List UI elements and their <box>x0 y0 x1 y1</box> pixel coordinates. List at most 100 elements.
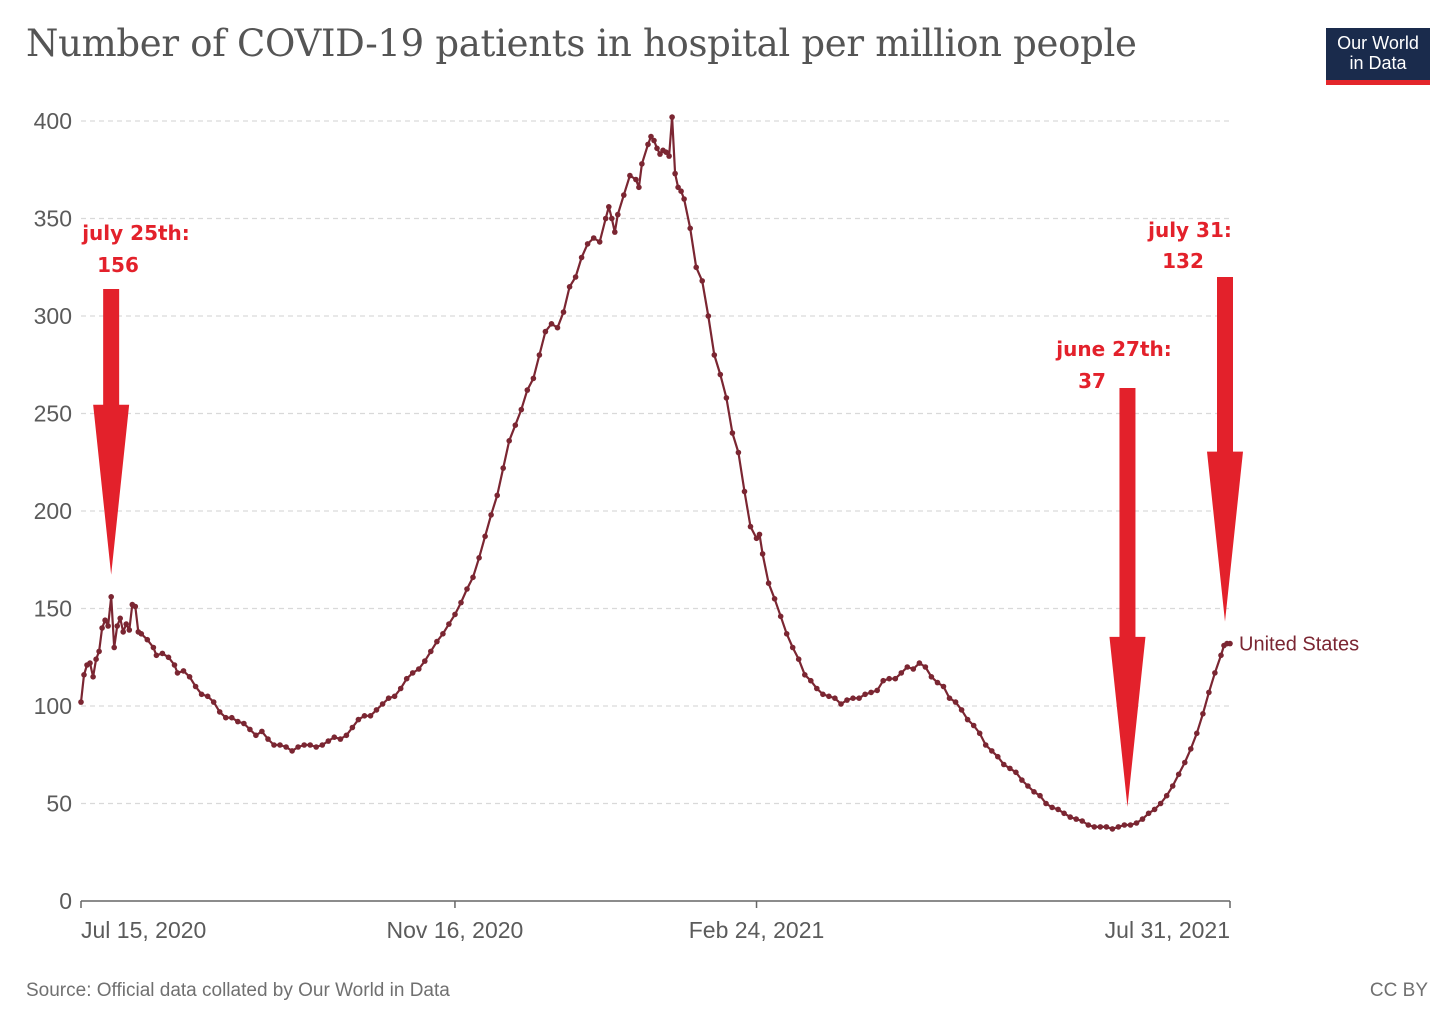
data-point <box>1085 822 1092 828</box>
data-point <box>126 627 133 633</box>
data-point <box>81 672 87 678</box>
y-axis-tick-labels: 0 50 100 150 200 250 300 350 400 <box>34 108 72 914</box>
data-point <box>434 638 440 645</box>
data-point <box>1103 824 1110 830</box>
data-point <box>391 693 398 700</box>
data-point <box>856 695 862 701</box>
data-point <box>699 278 705 284</box>
data-point <box>464 586 470 592</box>
data-point <box>802 672 808 678</box>
y-tick-label-300: 300 <box>34 303 72 329</box>
data-point <box>747 523 754 530</box>
data-point <box>105 623 111 629</box>
data-point <box>1151 806 1158 813</box>
data-point <box>621 192 627 198</box>
data-point <box>1133 820 1140 826</box>
data-point <box>566 284 573 290</box>
data-point <box>210 699 217 705</box>
data-point <box>1019 777 1025 783</box>
data-point <box>78 699 84 705</box>
data-point <box>572 274 579 280</box>
data-point <box>862 691 868 698</box>
data-point <box>735 449 742 456</box>
data-point <box>777 613 784 620</box>
data-point <box>204 693 211 700</box>
data-point <box>506 438 512 444</box>
data-point <box>590 235 597 241</box>
data-point <box>186 674 193 680</box>
data-point <box>1097 824 1104 830</box>
x-tick-label-2: Feb 24, 2021 <box>689 917 825 943</box>
data-point <box>880 677 886 684</box>
data-point <box>578 254 585 261</box>
data-point <box>159 650 166 657</box>
data-point <box>1188 746 1194 752</box>
data-point <box>795 656 802 662</box>
data-point <box>560 309 567 315</box>
data-point <box>657 151 663 157</box>
data-point <box>771 596 778 602</box>
data-point <box>1013 769 1019 776</box>
data-point <box>753 535 760 542</box>
data-point <box>1175 771 1182 778</box>
data-point <box>814 685 820 692</box>
data-point <box>123 621 129 627</box>
annotations: july 25th: 156 june 27th: 37 july 31: 132 <box>81 218 1243 807</box>
series-layer: United States <box>78 114 1359 832</box>
data-point <box>783 631 790 637</box>
data-point <box>548 321 555 327</box>
data-point <box>609 215 615 222</box>
data-point <box>982 742 989 748</box>
data-point <box>446 621 452 627</box>
data-point <box>494 492 501 499</box>
data-point <box>1025 783 1031 789</box>
data-point <box>283 744 289 750</box>
data-point <box>1163 792 1170 799</box>
data-point <box>102 617 108 623</box>
y-tick-label-400: 400 <box>34 108 72 134</box>
data-point <box>216 709 223 715</box>
data-point <box>223 714 229 721</box>
y-tick-label-350: 350 <box>34 206 72 232</box>
annotation-value-1: 37 <box>1078 369 1106 393</box>
data-point <box>174 670 181 676</box>
data-point <box>542 328 549 335</box>
data-point <box>325 738 332 744</box>
data-point <box>482 533 488 540</box>
data-point <box>838 701 844 707</box>
data-point <box>904 664 911 670</box>
license-link[interactable]: CC BY <box>1369 980 1428 1001</box>
data-point <box>940 683 947 690</box>
data-point <box>1007 765 1013 772</box>
data-point <box>678 188 684 194</box>
data-point <box>868 689 874 696</box>
annotation-value-2: 132 <box>1162 249 1204 273</box>
x-axis-tick-labels: Jul 15, 2020 Nov 16, 2020 Feb 24, 2021 Jul … <box>81 917 1230 943</box>
data-point <box>1200 711 1206 717</box>
data-point <box>1218 652 1224 659</box>
data-point <box>922 664 929 670</box>
data-point <box>428 648 434 655</box>
data-point <box>1182 759 1188 766</box>
data-point <box>554 324 561 331</box>
grid-lines <box>81 120 1230 805</box>
data-point <box>93 656 99 662</box>
data-point <box>422 658 428 664</box>
data-point <box>1079 818 1085 824</box>
data-point <box>832 695 838 701</box>
data-point <box>765 580 772 586</box>
data-point <box>789 644 796 651</box>
data-point <box>313 744 320 750</box>
x-tick-label-0: Jul 15, 2020 <box>81 917 206 943</box>
data-point <box>144 636 151 643</box>
data-point <box>235 718 241 725</box>
data-point <box>1073 816 1079 822</box>
x-tick-label-1: Nov 16, 2020 <box>387 917 524 943</box>
data-point <box>536 352 543 358</box>
data-point <box>612 229 618 235</box>
owid-logo[interactable]: Our World in Data <box>1326 28 1430 85</box>
data-point <box>584 241 591 247</box>
data-point <box>648 133 654 140</box>
data-point <box>910 666 917 672</box>
